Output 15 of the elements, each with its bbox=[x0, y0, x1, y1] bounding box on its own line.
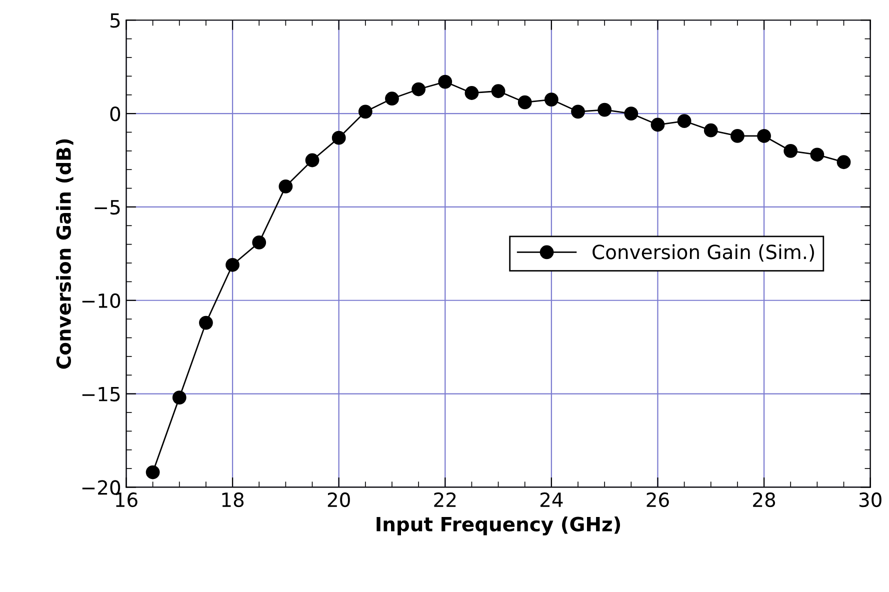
x-tick-label: 26 bbox=[646, 492, 669, 508]
y-tick-label: 0 bbox=[110, 106, 120, 122]
x-axis-title: Input Frequency (GHz) bbox=[376, 516, 620, 536]
x-tick-label: 28 bbox=[753, 492, 776, 508]
y-tick-label: −5 bbox=[94, 200, 120, 215]
x-tick-label: 24 bbox=[540, 492, 563, 507]
legend-label: Conversion Gain (Sim.) bbox=[592, 244, 814, 262]
y-tick-label: −15 bbox=[82, 387, 120, 402]
x-tick-label: 30 bbox=[859, 492, 882, 508]
y-axis-title: Conversion Gain (dB) bbox=[56, 139, 74, 369]
x-tick-label: 18 bbox=[222, 492, 244, 508]
y-tick-label: −10 bbox=[82, 293, 120, 308]
x-tick-label: 22 bbox=[434, 492, 456, 507]
y-tick-label: 5 bbox=[110, 13, 120, 28]
x-tick-label: 20 bbox=[328, 492, 350, 508]
